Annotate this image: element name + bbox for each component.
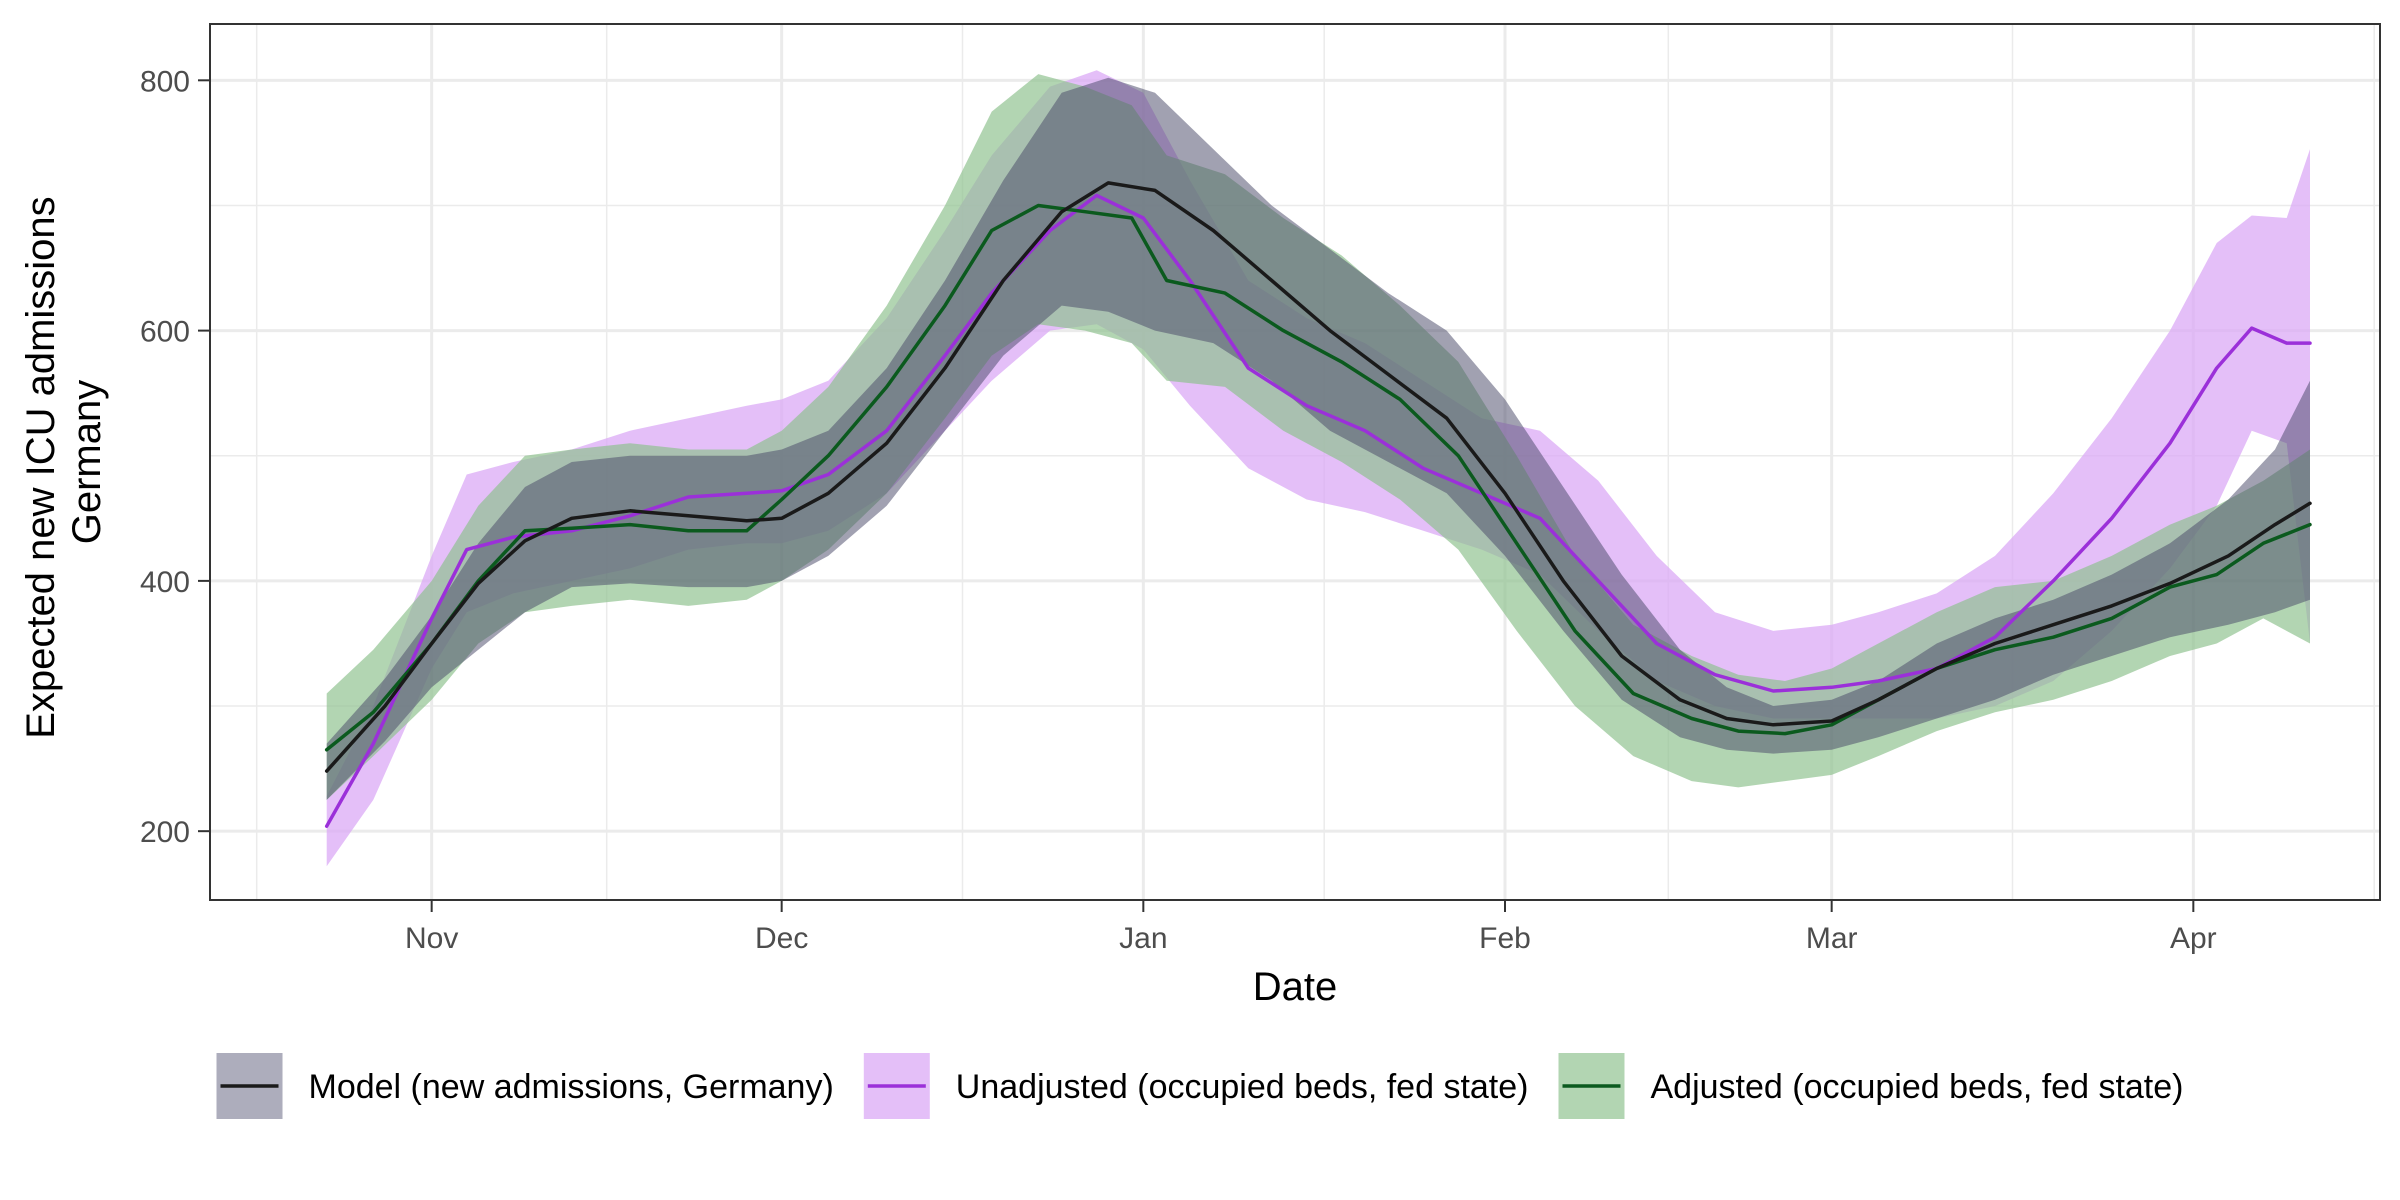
model-line	[324, 181, 2312, 773]
legend-item-unadjusted: Unadjusted (occupied beds, fed state)	[863, 1053, 1529, 1119]
legend: Model (new admissions, Germany) Unadjuste…	[216, 1053, 2183, 1119]
unadjusted-line	[324, 193, 2312, 828]
y-tick-label: 800	[140, 65, 190, 98]
legend-item-adjusted: Adjusted (occupied beds, fed state)	[1558, 1053, 2183, 1119]
adjusted-ribbon	[326, 74, 2311, 800]
legend-label-model: Model (new admissions, Germany)	[309, 1068, 834, 1106]
y-axis: 200 400 600 800	[140, 65, 210, 849]
x-axis-title: Date	[1253, 965, 1338, 1009]
x-tick-label: Feb	[1479, 922, 1531, 955]
y-axis-title: Expected new ICU admissions Germany	[19, 185, 109, 739]
x-tick-label: Jan	[1119, 922, 1167, 955]
legend-label-unadjusted: Unadjusted (occupied beds, fed state)	[956, 1068, 1529, 1106]
y-axis-title-line-2: Germany	[65, 380, 109, 545]
plot-border	[209, 23, 2381, 901]
ribbons	[326, 70, 2311, 867]
x-tick-label: Nov	[405, 922, 458, 955]
x-axis: Nov Dec Jan Feb Mar Apr	[405, 900, 2217, 955]
y-tick-label: 200	[140, 816, 190, 849]
x-tick-label: Mar	[1806, 922, 1858, 955]
adjusted-line	[324, 203, 2312, 752]
y-tick-label: 600	[140, 316, 190, 349]
y-tick-label: 400	[140, 566, 190, 599]
unadjusted-ribbon	[326, 70, 2311, 867]
x-tick-label: Dec	[755, 922, 808, 955]
legend-item-model: Model (new admissions, Germany)	[216, 1053, 834, 1119]
legend-label-adjusted: Adjusted (occupied beds, fed state)	[1650, 1068, 2183, 1106]
y-axis-title-line-1: Expected new ICU admissions	[19, 196, 63, 738]
series-lines	[324, 181, 2312, 828]
x-tick-label: Apr	[2170, 922, 2217, 955]
